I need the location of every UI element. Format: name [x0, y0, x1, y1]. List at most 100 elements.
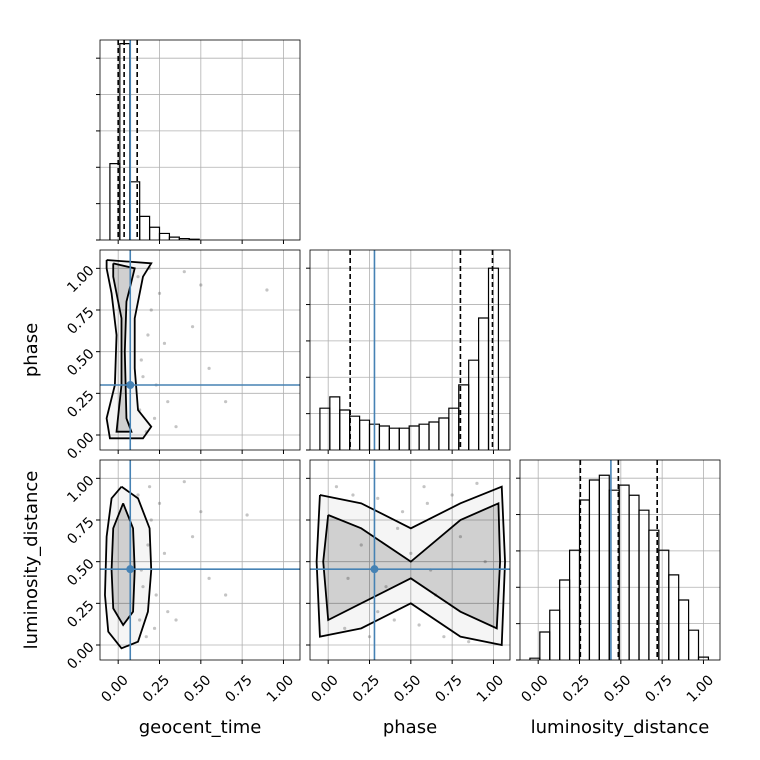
sample-point: [396, 526, 400, 530]
sample-point: [245, 513, 249, 517]
hist-bar: [358, 419, 371, 450]
hist-bar: [638, 509, 650, 660]
contour: [105, 259, 153, 440]
sample-point: [146, 333, 150, 337]
sample-point: [139, 358, 143, 362]
contour: [110, 503, 136, 627]
hist-bar: [628, 494, 640, 660]
hist-bar: [168, 236, 180, 240]
x-tick-label: 1.00: [474, 672, 507, 705]
hist-bar: [148, 226, 161, 240]
sample-point: [409, 551, 413, 555]
sample-point: [450, 493, 454, 497]
hist-bar: [687, 629, 700, 660]
x-tick-label: 0.50: [391, 672, 424, 705]
y-tick-label: 1.00: [64, 473, 97, 506]
sample-point: [141, 375, 145, 379]
hist-bar: [158, 232, 171, 240]
hist-bar: [129, 181, 141, 240]
sample-point: [147, 485, 152, 489]
x-axis-label: geocent_time: [139, 717, 262, 738]
sample-point: [149, 518, 153, 522]
sample-point: [182, 480, 186, 484]
sample-point: [207, 576, 211, 580]
x-tick-label: 0.75: [432, 672, 465, 705]
hist-bar: [428, 421, 440, 450]
sample-point: [458, 535, 463, 539]
y-tick-label: 0.75: [64, 514, 97, 547]
hist-bar: [388, 427, 400, 450]
panel-frame: [99, 459, 301, 661]
hist-bar: [468, 359, 480, 450]
sample-point: [467, 640, 471, 644]
sample-point: [157, 501, 162, 505]
x-tick-label: 0.75: [222, 672, 255, 705]
panel-frame: [99, 249, 301, 451]
y-tick-label: 0.50: [64, 346, 97, 379]
y-tick-label: 0.25: [64, 388, 97, 421]
sample-point: [351, 493, 355, 497]
x-tick-label: 1.00: [264, 672, 297, 705]
sample-point: [417, 623, 421, 627]
sample-point: [346, 576, 350, 580]
sample-point: [224, 593, 228, 597]
sample-point: [146, 543, 150, 547]
hist-bar: [559, 579, 571, 660]
y-tick-label: 0.00: [64, 639, 97, 672]
sample-point: [265, 288, 269, 292]
sample-point: [162, 551, 167, 555]
sample-point: [400, 510, 405, 514]
sample-point: [154, 593, 158, 597]
x-tick-label: 0.50: [181, 672, 214, 705]
sample-point: [483, 560, 487, 564]
hist-bar: [139, 215, 151, 240]
sample-point: [152, 416, 157, 420]
sample-point: [138, 618, 142, 622]
x-tick-label: 0.25: [350, 672, 383, 705]
hist-bar: [678, 599, 690, 660]
sample-point: [166, 610, 170, 614]
sample-point: [425, 501, 429, 505]
truth-point: [370, 565, 379, 574]
hist-bar: [339, 409, 351, 450]
x-axis-label: phase: [383, 717, 437, 738]
x-tick-label: 0.00: [98, 672, 131, 705]
x-axis-label: luminosity_distance: [531, 717, 710, 738]
contour: [112, 262, 136, 433]
hist-bar: [539, 631, 551, 660]
sample-point: [190, 325, 195, 329]
sample-point: [136, 493, 140, 497]
sample-point: [343, 626, 347, 630]
hist-bar: [668, 574, 680, 660]
sample-point: [392, 618, 396, 622]
sample-point: [475, 481, 479, 485]
sample-point: [376, 496, 380, 500]
sample-point: [157, 291, 162, 295]
sample-point: [174, 425, 178, 429]
hist-bar: [418, 423, 430, 450]
sample-point: [144, 635, 148, 639]
hist-bar: [658, 549, 670, 660]
sample-point: [182, 270, 186, 274]
hist-bar: [349, 415, 361, 450]
x-tick-label: 0.00: [518, 672, 551, 705]
hist-bar: [329, 396, 341, 450]
truth-point: [126, 381, 135, 389]
y-tick-label: 0.75: [64, 304, 97, 337]
sample-point: [199, 283, 203, 287]
sample-point: [149, 308, 153, 312]
x-tick-label: 1.00: [684, 672, 717, 705]
y-axis-label: phase: [21, 323, 42, 377]
panel-frame: [309, 459, 511, 661]
sample-point: [162, 341, 167, 345]
sample-point: [359, 543, 363, 547]
sample-point: [224, 400, 228, 404]
hist-bar: [588, 479, 600, 660]
hist-bar: [697, 656, 710, 660]
x-tick-label: 0.25: [140, 672, 173, 705]
contour: [315, 485, 506, 647]
sample-point: [442, 635, 446, 639]
y-axis-label: luminosity_distance: [21, 471, 42, 650]
sample-point: [334, 485, 339, 489]
